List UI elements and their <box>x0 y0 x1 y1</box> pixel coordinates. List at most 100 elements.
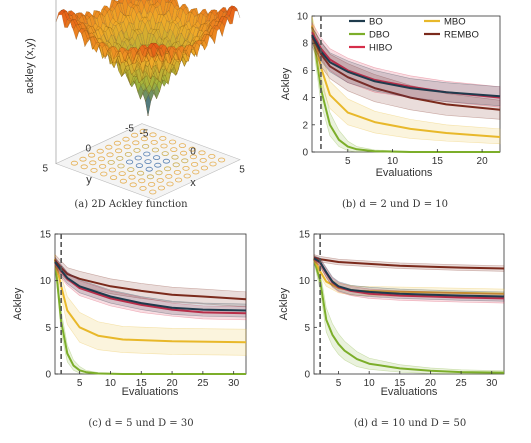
floor-contour <box>149 189 157 195</box>
caption-d: (d) d = 10 und D = 50 <box>354 418 466 429</box>
floor-contour <box>145 166 153 172</box>
floor-contour <box>142 143 150 149</box>
floor-contour <box>137 170 145 176</box>
x-tick-label: 20 <box>477 156 489 167</box>
x-tick-label: 5 <box>239 165 245 176</box>
x-tick-label: 30 <box>486 378 498 389</box>
x-tick-label: -5 <box>140 129 149 140</box>
y-tick-label: 15 <box>40 230 52 241</box>
floor-contour <box>127 167 135 173</box>
floor-contour <box>175 177 183 183</box>
floor-contour <box>155 170 163 176</box>
line-bo <box>311 34 501 98</box>
floor-contour <box>139 185 147 191</box>
floor-contour <box>183 173 191 179</box>
legend-label-dbo: DBO <box>369 30 390 41</box>
floor-contour <box>79 156 87 162</box>
floor-contour <box>97 156 106 162</box>
floor-contour <box>122 136 130 142</box>
line-mbo <box>313 257 505 295</box>
floor-contour <box>123 144 131 150</box>
line-dbo <box>313 258 505 374</box>
x-tick-label: 10 <box>364 378 376 389</box>
surface-facet <box>138 0 142 2</box>
y-tick-label: 5 <box>304 323 310 334</box>
x-tick-label: 10 <box>105 378 117 389</box>
floor-contour <box>88 152 96 158</box>
floor-contour <box>143 151 151 157</box>
floor-contour <box>117 163 125 169</box>
x-tick-label: 10 <box>387 156 399 167</box>
floor-contour <box>166 181 174 187</box>
floor-contour <box>156 177 164 183</box>
y-tick-label: 4 <box>302 93 308 104</box>
floor-contour <box>100 171 108 177</box>
floor-contour <box>160 143 168 149</box>
y-tick-label: 0 <box>302 148 308 159</box>
floor-contour <box>124 151 132 157</box>
floor-contour <box>133 147 141 153</box>
y-tick-label: -5 <box>125 124 134 135</box>
line-bo <box>54 261 247 312</box>
floor-contour <box>173 169 181 175</box>
floor-contour <box>106 152 114 158</box>
plot-frame <box>54 233 247 375</box>
x-tick-label: 5 <box>77 378 83 389</box>
y-tick-label: 10 <box>40 276 52 287</box>
floor-contour <box>96 148 104 154</box>
floor-contour <box>90 167 98 173</box>
floor-contour <box>172 162 180 168</box>
floor-contour <box>144 159 152 165</box>
band-bo <box>311 25 501 107</box>
y-axis-label: Ackley <box>278 287 290 320</box>
floor-contour <box>129 182 137 188</box>
band-mbo <box>54 254 247 356</box>
floor-contour <box>135 163 143 169</box>
y-tick-label: 10 <box>299 276 311 287</box>
legend: BO MBO DBO REMBO HIBO <box>349 17 479 54</box>
band-rembo <box>54 253 247 308</box>
floor-contour <box>107 159 115 165</box>
line-mbo <box>54 258 247 344</box>
floor-contour <box>199 157 207 163</box>
x-axis-label: Evaluations <box>122 386 179 398</box>
floor-contour <box>99 163 107 169</box>
floor-contour <box>134 155 142 161</box>
floor-contour <box>169 139 177 145</box>
caption-a: (a) 2D Ackley function <box>74 199 188 210</box>
floor-contour <box>118 171 126 177</box>
floor-contour <box>154 162 162 168</box>
line-mbo <box>311 25 501 138</box>
floor-contour <box>192 169 200 175</box>
floor-contour <box>116 155 124 161</box>
floor-contour <box>148 181 156 187</box>
x-tick-label: 15 <box>136 378 148 389</box>
floor-contour <box>165 173 173 179</box>
x-tick-label: 0 <box>190 147 196 158</box>
band-hibo <box>311 21 501 108</box>
x-tick-label: 15 <box>432 156 444 167</box>
line-rembo <box>311 35 501 111</box>
floor-contour <box>131 132 139 138</box>
floor-contour <box>146 174 154 180</box>
floor-contour <box>115 148 123 154</box>
y-tick-label: 0 <box>45 370 51 381</box>
floor-contour <box>182 165 190 171</box>
floor-contour <box>164 166 172 172</box>
y-axis-label: Ackley <box>280 67 292 100</box>
floor-contour <box>151 147 159 153</box>
caption-b: (b) d = 2 und D = 10 <box>342 199 448 210</box>
floor-contour <box>191 161 199 167</box>
floor-contour <box>128 174 136 180</box>
floor-contour <box>150 139 158 145</box>
floor-contour <box>113 140 122 146</box>
floor-contour <box>139 128 147 134</box>
y-axis-label: y <box>86 174 92 186</box>
floor-contour <box>208 153 216 159</box>
line-rembo <box>313 256 505 270</box>
x-tick-label: 5 <box>345 156 351 167</box>
y-tick-label: 2 <box>302 120 308 131</box>
floor-contour <box>180 150 188 156</box>
